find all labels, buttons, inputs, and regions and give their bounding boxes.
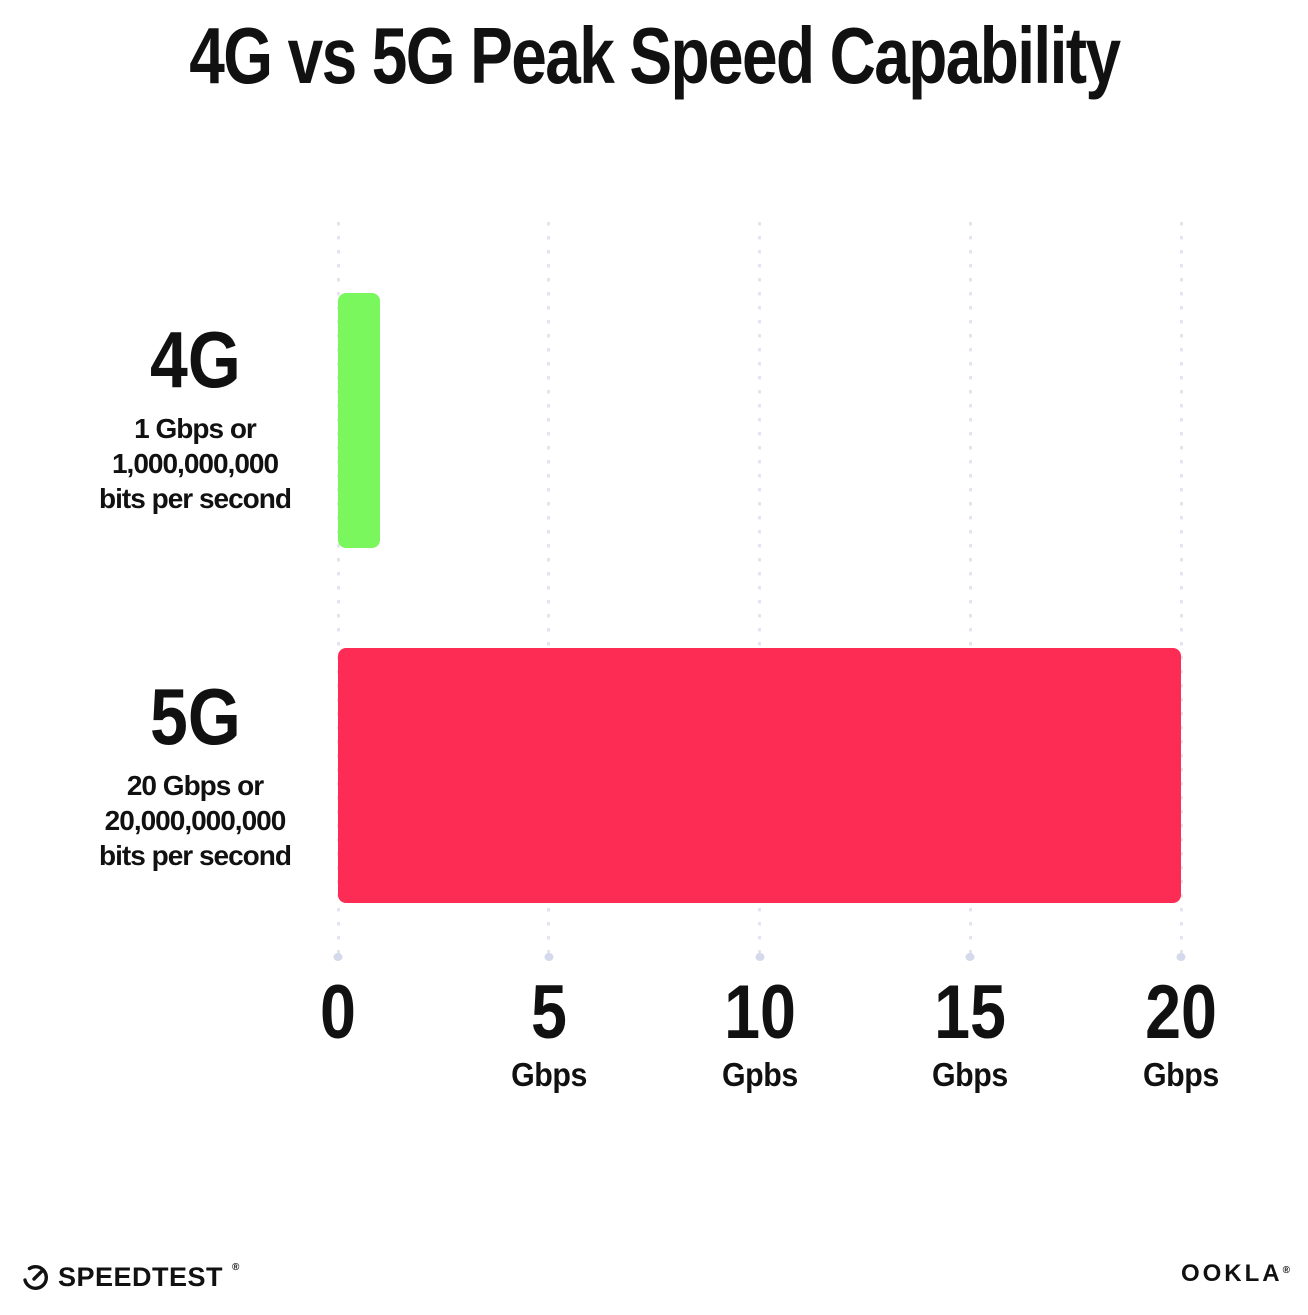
x-tick-20-unit: Gbps [1143, 1056, 1219, 1093]
x-tick-5-unit: Gbps [510, 1056, 587, 1093]
row-label-4g-title: 4G [149, 315, 241, 404]
row-label-5g: 5G 20 Gbps or 20,000,000,000 bits per se… [45, 677, 345, 873]
x-tick-0-value: 0 [320, 970, 356, 1055]
row-label-4g-desc-line1: 1 Gbps or [134, 413, 257, 444]
chart-title-text: 4G vs 5G Peak Speed Capability [188, 11, 1121, 100]
x-tick-10-value: 10 [723, 970, 796, 1055]
x-tick-20-value: 20 [1145, 970, 1217, 1055]
x-tick-15-unit: Gbps [932, 1056, 1009, 1093]
gridline-end-dot [755, 953, 764, 961]
speedtest-gauge-icon [22, 1264, 49, 1291]
gridline-end-dot [1176, 953, 1186, 961]
row-label-4g-desc-line2: 1,000,000,000 [111, 448, 279, 479]
row-label-4g-description: 1 Gbps or 1,000,000,000 bits per second [45, 411, 345, 516]
ookla-wordmark: OOKLA [1180, 1260, 1283, 1287]
gridline-end-dot [333, 953, 343, 961]
x-tick-15: 15 Gbps [928, 975, 1013, 1094]
gridline-10 [755, 222, 764, 961]
x-tick-5: 5 Gbps [508, 975, 590, 1094]
x-tick-0: 0 [317, 975, 359, 1094]
gridline-end-dot [965, 953, 975, 961]
gridline-20 [1176, 222, 1186, 961]
speedtest-trademark-symbol: ® [232, 1262, 240, 1273]
chart-title: 4G vs 5G Peak Speed Capability [0, 10, 1308, 102]
ookla-trademark-symbol: ® [1282, 1265, 1290, 1276]
row-label-5g-desc-line2: 20,000,000,000 [104, 805, 287, 836]
plot-area [333, 222, 1186, 961]
speedtest-logo: SPEEDTEST ® [22, 1262, 239, 1293]
x-tick-15-value: 15 [934, 970, 1007, 1055]
bar-4g [338, 293, 381, 548]
row-label-4g: 4G 1 Gbps or 1,000,000,000 bits per seco… [45, 320, 345, 516]
row-label-5g-description: 20 Gbps or 20,000,000,000 bits per secon… [45, 768, 345, 873]
x-tick-10: 10 Gpbs [717, 975, 802, 1094]
gridline-end-dot [544, 953, 554, 961]
row-label-5g-title: 5G [149, 672, 241, 761]
x-axis: 0 5 Gbps 10 Gpbs 15 Gbps 20 Gbps [320, 975, 1219, 1105]
x-tick-20: 20 Gbps [1139, 975, 1224, 1094]
speedtest-wordmark: SPEEDTEST [58, 1262, 224, 1292]
gridline-15 [965, 222, 975, 961]
x-tick-10-unit: Gpbs [721, 1056, 798, 1093]
gridline-0 [333, 222, 343, 961]
x-tick-5-value: 5 [530, 970, 567, 1055]
row-label-5g-desc-line3: bits per second [99, 840, 292, 871]
row-label-5g-desc-line1: 20 Gbps or [126, 770, 264, 801]
bar-5g [338, 648, 1181, 903]
gridline-5 [544, 222, 554, 961]
ookla-logo: OOKLA® [1181, 1260, 1290, 1288]
row-label-4g-desc-line3: bits per second [99, 483, 292, 514]
